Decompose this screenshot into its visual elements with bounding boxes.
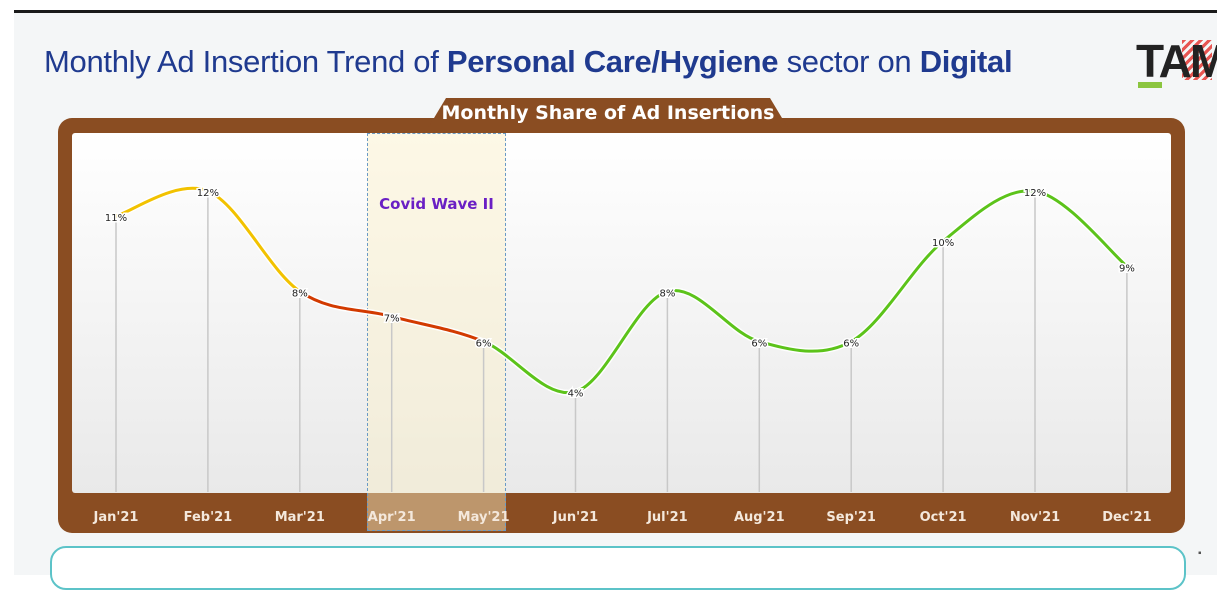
chart-title: Monthly Share of Ad Insertions [441, 102, 775, 124]
x-tick-label-2: Mar'21 [275, 510, 325, 525]
x-tick-label-6: Jul'21 [646, 510, 688, 525]
chart-title-tab [428, 98, 788, 128]
covid-wave-highlight [367, 133, 506, 531]
bottom-info-box [50, 546, 1186, 590]
tam-logo: TAM [1134, 32, 1217, 92]
data-label-5: 4% [568, 389, 584, 400]
logo-text: TAM [1136, 35, 1217, 87]
x-tick-label-5: Jun'21 [552, 510, 598, 525]
trend-line-glow-2 [480, 187, 1130, 396]
scroll-indicator: ▪ [1198, 548, 1202, 559]
data-label-9: 10% [932, 238, 954, 249]
x-tick-label-11: Dec'21 [1102, 510, 1151, 525]
data-label-11: 9% [1119, 263, 1135, 274]
x-tick-label-0: Jan'21 [93, 510, 139, 525]
x-tick-label-10: Nov'21 [1010, 510, 1060, 525]
data-label-4: 6% [476, 339, 492, 350]
covid-wave-label: Covid Wave II [379, 195, 494, 213]
data-label-2: 8% [292, 288, 308, 299]
x-tick-label-8: Sep'21 [826, 510, 876, 525]
data-label-3: 7% [384, 313, 400, 324]
data-label-10: 12% [1024, 188, 1046, 199]
data-label-7: 6% [751, 339, 767, 350]
x-tick-label-7: Aug'21 [734, 510, 785, 525]
page-title: Monthly Ad Insertion Trend of Personal C… [44, 44, 1013, 79]
logo-bar [1138, 82, 1162, 88]
trend-line-segment-2 [482, 189, 1129, 395]
trend-line-segment-1 [298, 289, 486, 344]
x-tick-label-3: Apr'21 [368, 510, 416, 525]
data-label-6: 8% [659, 288, 675, 299]
trend-line-segment-0 [114, 186, 302, 293]
line-chart: 11% 12% 8% 7% 6% 4% 8% 6% 6% 10% 12% 9% Jan'21 Feb'21… [93, 185, 1152, 525]
data-label-1: 12% [197, 188, 219, 199]
chart-panel [72, 133, 1171, 493]
x-tick-label-1: Feb'21 [184, 510, 233, 525]
data-label-0: 11% [105, 213, 127, 224]
top-border [14, 10, 1217, 13]
x-tick-label-9: Oct'21 [920, 510, 967, 525]
x-tick-label-4: May'21 [458, 510, 510, 525]
data-label-8: 6% [843, 339, 859, 350]
logo-stripe-graphic [1182, 40, 1212, 80]
